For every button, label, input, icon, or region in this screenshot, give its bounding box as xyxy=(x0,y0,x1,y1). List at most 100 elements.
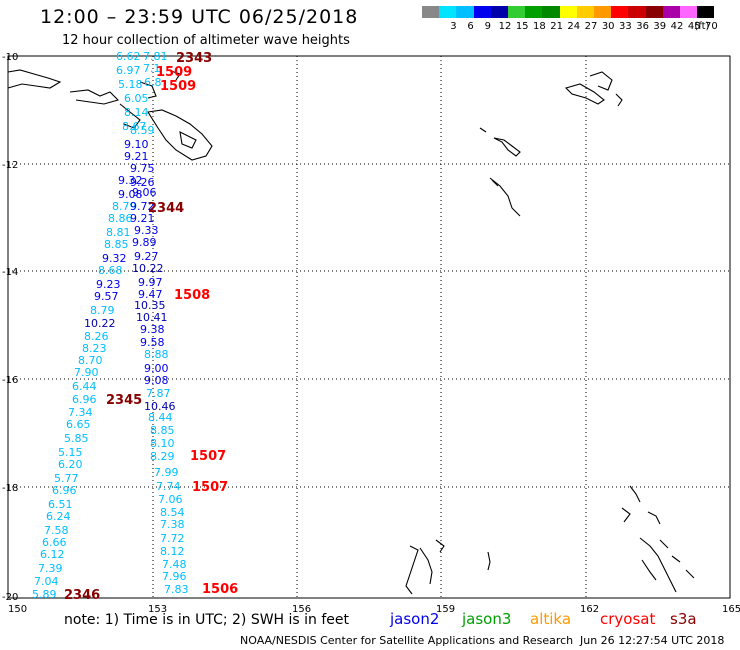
coastline xyxy=(641,559,657,581)
legend-label: 39 xyxy=(653,21,667,32)
satellite-s3a: s3a xyxy=(670,610,697,628)
swh-value: 5.18 xyxy=(118,78,143,91)
pass-time: 1507 xyxy=(192,480,228,495)
coastline xyxy=(435,539,445,553)
swh-value: 7.87 xyxy=(146,387,171,400)
swh-value: 6.12 xyxy=(40,548,65,561)
swh-value: 9.38 xyxy=(140,323,165,336)
coastline xyxy=(167,69,181,81)
swh-value: 8.10 xyxy=(150,437,175,450)
swh-value: 9.08 xyxy=(118,188,143,201)
lon-label: 165 xyxy=(722,604,740,615)
swh-value: 7.90 xyxy=(74,366,99,379)
legend-swatch xyxy=(645,6,663,18)
pass-time: 1506 xyxy=(202,582,238,597)
coastline xyxy=(405,545,419,595)
lat-label: -20 xyxy=(2,592,18,603)
pass-time: 2343 xyxy=(176,51,212,66)
satellite-jason3: jason3 xyxy=(462,610,512,628)
swh-value: 10.41 xyxy=(136,311,168,324)
coastline xyxy=(147,109,213,161)
legend-label: 6 xyxy=(467,21,474,32)
footer-agency: NOAA/NESDIS Center for Satellite Applica… xyxy=(240,634,574,647)
swh-value: 10.46 xyxy=(144,400,176,413)
units-note: note: 1) Time is in UTC; 2) SWH is in fe… xyxy=(64,612,350,628)
coastline xyxy=(119,103,141,129)
swh-value: 7.06 xyxy=(158,493,183,506)
coastline xyxy=(671,555,681,563)
swh-value: 10.22 xyxy=(132,262,164,275)
coastline xyxy=(685,569,695,579)
swh-value: 5.89 xyxy=(32,588,57,601)
coastline xyxy=(479,127,487,133)
legend-swatch xyxy=(697,6,715,18)
swh-value: 10.22 xyxy=(84,317,116,330)
lon-label: 153 xyxy=(148,604,167,615)
map-subtitle: 12 hour collection of altimeter wave hei… xyxy=(62,33,350,48)
footer: NOAA/NESDIS Center for Satellite Applica… xyxy=(0,634,740,650)
legend-swatch xyxy=(525,6,543,18)
lat-label: -16 xyxy=(2,375,18,386)
swh-value: 7.48 xyxy=(162,558,187,571)
swh-value: 8.44 xyxy=(148,411,173,424)
legend-swatch xyxy=(490,6,508,18)
lon-label: 162 xyxy=(580,604,599,615)
pass-time: 2344 xyxy=(148,201,184,216)
swh-value: 8.14 xyxy=(124,106,149,119)
coastline xyxy=(419,547,433,585)
legend-label: 21 xyxy=(550,21,563,32)
coastline xyxy=(493,137,521,157)
pass-time: 1507 xyxy=(190,449,226,464)
legend-label: 36 xyxy=(636,21,649,32)
coastline xyxy=(7,69,62,89)
swh-value: 9.32 xyxy=(118,174,143,187)
swh-value: 7.74 xyxy=(156,480,181,493)
color-legend: 3 6 9 12 15 18 21 24 27 30 33 36 39 42 45 70 (ft) xyxy=(422,6,728,34)
legend-swatch xyxy=(680,6,698,18)
swh-value: 9.21 xyxy=(124,150,149,163)
lat-label: -12 xyxy=(2,160,18,171)
swh-value: 8.85 xyxy=(150,424,175,437)
coastline xyxy=(647,511,661,525)
pass-time: 1508 xyxy=(174,288,210,303)
swh-value: 9.58 xyxy=(140,336,165,349)
swh-value: 9.21 xyxy=(130,212,155,225)
swh-value: 9.89 xyxy=(132,236,157,249)
legend-label: 33 xyxy=(619,21,632,32)
swh-value: 8.29 xyxy=(150,450,175,463)
legend-label: 27 xyxy=(584,21,598,32)
swh-value: 9.26 xyxy=(130,176,155,189)
satellite-cryosat: cryosat xyxy=(600,610,656,628)
swh-value: 7.34 xyxy=(68,406,93,419)
swh-value: 8.23 xyxy=(82,342,107,355)
legend-swatch xyxy=(628,6,646,18)
coastline xyxy=(69,89,120,105)
coastline xyxy=(589,71,613,91)
swh-value: 9.33 xyxy=(134,224,159,237)
swh-value: 7.58 xyxy=(44,524,69,537)
legend-label: 45 xyxy=(687,21,701,32)
swh-value: 7.39 xyxy=(38,562,63,575)
swh-value: 8.12 xyxy=(160,545,185,558)
swh-value: 5.77 xyxy=(54,472,79,485)
legend-label: 3 xyxy=(450,21,457,32)
legend-label: 15 xyxy=(515,21,529,32)
swh-value: 9.00 xyxy=(144,362,169,375)
map-title: 12:00 – 23:59 UTC 06/25/2018 xyxy=(40,6,359,28)
satellite-jason2: jason2 xyxy=(390,610,440,628)
legend-unit: (ft) xyxy=(694,21,710,32)
swh-value: 9.08 xyxy=(144,374,169,387)
legend-swatch xyxy=(439,6,457,18)
swh-value: 6.51 xyxy=(48,498,73,511)
swh-value: 10.35 xyxy=(134,299,166,312)
swh-value: 9.06 xyxy=(132,186,157,199)
swh-value: 7.83 xyxy=(164,583,189,596)
swh-value: 8.86 xyxy=(108,212,133,225)
coastline xyxy=(639,537,677,593)
swh-value: 7.96 xyxy=(162,570,187,583)
coastline xyxy=(491,179,499,187)
swh-value: 6.65 xyxy=(66,418,91,431)
swh-value: 6.44 xyxy=(72,380,97,393)
coastline xyxy=(659,539,669,549)
legend-swatch xyxy=(576,6,594,18)
